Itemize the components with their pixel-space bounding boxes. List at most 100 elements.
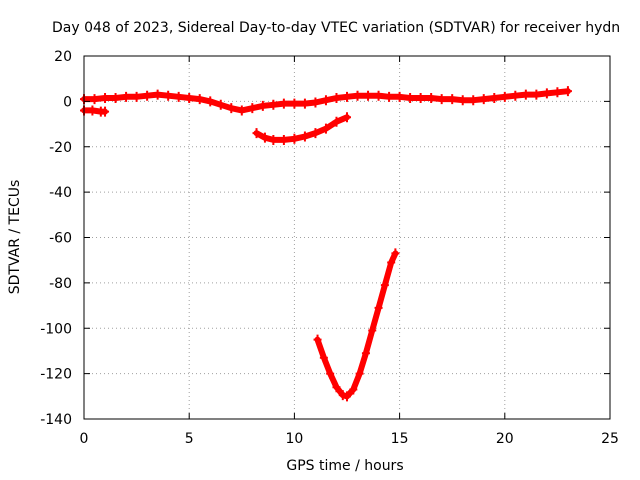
data-point — [326, 368, 335, 379]
data-point — [343, 91, 351, 102]
data-point — [164, 90, 173, 101]
x-axis-label: GPS time / hours — [286, 458, 403, 474]
data-point — [153, 89, 162, 100]
data-point — [101, 92, 110, 103]
data-point — [313, 334, 322, 345]
y-tick-label: -140 — [40, 412, 72, 428]
data-point — [374, 302, 383, 313]
data-point — [437, 94, 446, 105]
series-0 — [80, 86, 572, 116]
data-point — [332, 92, 341, 103]
data-point — [279, 134, 288, 145]
data-point — [406, 92, 415, 103]
x-tick-label: 25 — [601, 431, 619, 447]
y-tick-label: -20 — [49, 140, 72, 156]
data-point — [349, 384, 358, 395]
data-point — [321, 95, 330, 106]
data-point — [185, 92, 194, 103]
x-tick-label: 5 — [185, 431, 194, 447]
data-point — [427, 92, 436, 103]
data-point — [88, 105, 97, 116]
data-point — [122, 91, 131, 102]
data-point — [206, 96, 215, 107]
grid — [84, 56, 610, 419]
series-line — [253, 114, 350, 143]
data-point — [338, 390, 347, 401]
x-tick-label: 10 — [285, 431, 303, 447]
x-tick-label: 20 — [496, 431, 514, 447]
data-point — [563, 86, 572, 97]
data-point — [300, 131, 309, 142]
data-point — [269, 134, 278, 145]
data-point — [260, 132, 269, 143]
data-point — [252, 128, 261, 139]
data-point — [395, 91, 404, 102]
data-point — [553, 87, 562, 98]
y-tick-label: -60 — [49, 231, 72, 247]
data-point — [361, 348, 370, 359]
data-point — [101, 106, 110, 117]
y-tick-label: -100 — [40, 321, 72, 337]
data-point — [490, 92, 499, 103]
data-point — [132, 91, 141, 102]
y-tick-label: -80 — [49, 276, 72, 292]
chart-title: Day 048 of 2023, Sidereal Day-to-day VTE… — [52, 20, 620, 36]
y-axis-label: SDTVAR / TECUs — [7, 180, 23, 295]
data-point — [380, 280, 389, 291]
data-point — [174, 91, 183, 102]
data-point — [364, 90, 373, 101]
data-point — [511, 90, 520, 101]
x-tick-label: 15 — [391, 431, 409, 447]
data-point — [391, 248, 400, 259]
data-point — [385, 91, 394, 102]
y-tick-label: 20 — [54, 49, 72, 65]
data-point — [532, 89, 541, 100]
data-point — [332, 382, 341, 393]
y-tick-label: -120 — [40, 367, 72, 383]
data-point — [332, 116, 341, 127]
data-point — [290, 133, 299, 144]
data-point — [269, 99, 278, 110]
series-3 — [313, 248, 400, 402]
y-tick-label: -40 — [49, 185, 72, 201]
data-point — [227, 103, 236, 114]
data-point — [343, 391, 351, 402]
data-point — [521, 89, 530, 100]
data-point — [343, 112, 351, 123]
data-point — [387, 257, 396, 268]
data-point — [311, 128, 320, 139]
data-point — [448, 94, 457, 105]
data-point — [368, 325, 377, 336]
data-point — [290, 98, 299, 109]
data-point — [90, 94, 99, 105]
data-point — [416, 92, 425, 103]
data-point — [111, 92, 120, 103]
data-point — [216, 99, 225, 110]
data-point — [237, 105, 246, 116]
data-point — [311, 97, 320, 108]
data-point — [355, 368, 364, 379]
data-point — [353, 90, 362, 101]
data-point — [258, 100, 267, 111]
series-layer — [80, 86, 572, 402]
series-2 — [252, 112, 351, 145]
data-point — [374, 90, 383, 101]
data-point — [195, 94, 204, 105]
data-point — [458, 95, 467, 106]
data-point — [300, 98, 309, 109]
data-point — [479, 94, 488, 105]
data-point — [319, 352, 328, 363]
data-point — [143, 90, 152, 101]
data-point — [542, 88, 551, 99]
data-point — [500, 91, 509, 102]
y-tick-label: 0 — [63, 94, 72, 110]
axis-ticks: 20 0 -20 -40 -60 -80 -100 -120 -140 0 5 10 15 20 25 — [40, 49, 619, 447]
series-line — [314, 250, 399, 400]
data-point — [321, 123, 330, 134]
data-point — [469, 95, 478, 106]
data-point — [279, 98, 288, 109]
x-tick-label: 0 — [80, 431, 89, 447]
plot-area-frame — [83, 55, 611, 420]
data-point — [248, 103, 257, 114]
